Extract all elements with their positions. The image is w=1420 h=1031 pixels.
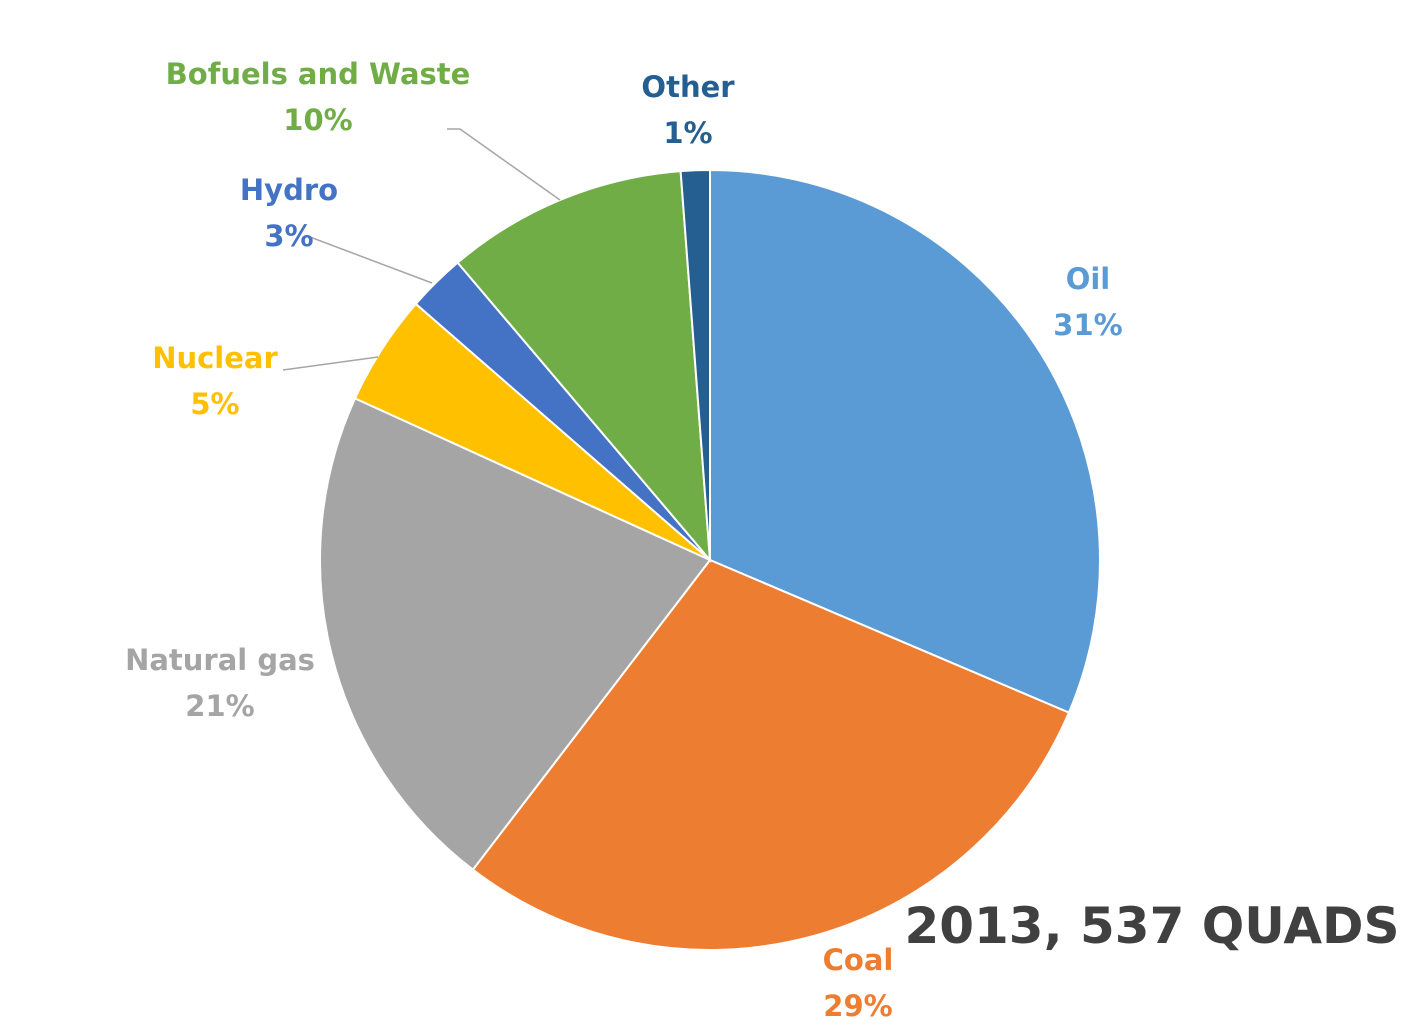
slice-percent-label: 31% bbox=[1053, 308, 1122, 342]
slice-category-label: Bofuels and Waste bbox=[166, 57, 471, 91]
slice-percent-label: 10% bbox=[283, 103, 352, 137]
slice-percent-label: 1% bbox=[663, 116, 712, 150]
slice-label-natural-gas: Natural gas 21% bbox=[125, 643, 315, 723]
pie-slice-other bbox=[679, 168, 711, 561]
pie-slice-coal bbox=[471, 558, 1071, 951]
slice-percent-label: 21% bbox=[185, 689, 254, 723]
pie-slice-oil bbox=[709, 168, 1101, 714]
slice-label-nuclear: Nuclear 5% bbox=[152, 341, 278, 421]
chart-caption: 2013, 537 QUADS bbox=[904, 897, 1399, 955]
leader-lines bbox=[282, 128, 561, 371]
pie-slice-bofuels-and-waste bbox=[456, 170, 712, 563]
slice-category-label: Coal bbox=[823, 943, 894, 977]
slice-category-label: Other bbox=[641, 70, 735, 104]
slice-category-label: Natural gas bbox=[125, 643, 315, 677]
leader-line-bofuels-and-waste bbox=[447, 128, 561, 201]
pie-slices bbox=[319, 168, 1101, 951]
slice-labels: Oil 31% Coal 29% Natural gas 21% Nuclear 5% Hydr… bbox=[125, 57, 1123, 1023]
slice-category-label: Oil bbox=[1066, 262, 1111, 296]
slice-label-other: Other 1% bbox=[641, 70, 735, 150]
slice-label-hydro: Hydro 3% bbox=[240, 173, 338, 253]
slice-percent-label: 3% bbox=[264, 219, 313, 253]
slice-category-label: Hydro bbox=[240, 173, 338, 207]
slice-label-oil: Oil 31% bbox=[1053, 262, 1122, 342]
slice-label-coal: Coal 29% bbox=[823, 943, 894, 1023]
slice-label-bofuels-and-waste: Bofuels and Waste 10% bbox=[166, 57, 471, 137]
slice-percent-label: 5% bbox=[190, 387, 239, 421]
leader-line-hydro bbox=[309, 236, 433, 284]
slice-percent-label: 29% bbox=[823, 989, 892, 1023]
leader-line-nuclear bbox=[282, 356, 379, 371]
slice-category-label: Nuclear bbox=[152, 341, 278, 375]
